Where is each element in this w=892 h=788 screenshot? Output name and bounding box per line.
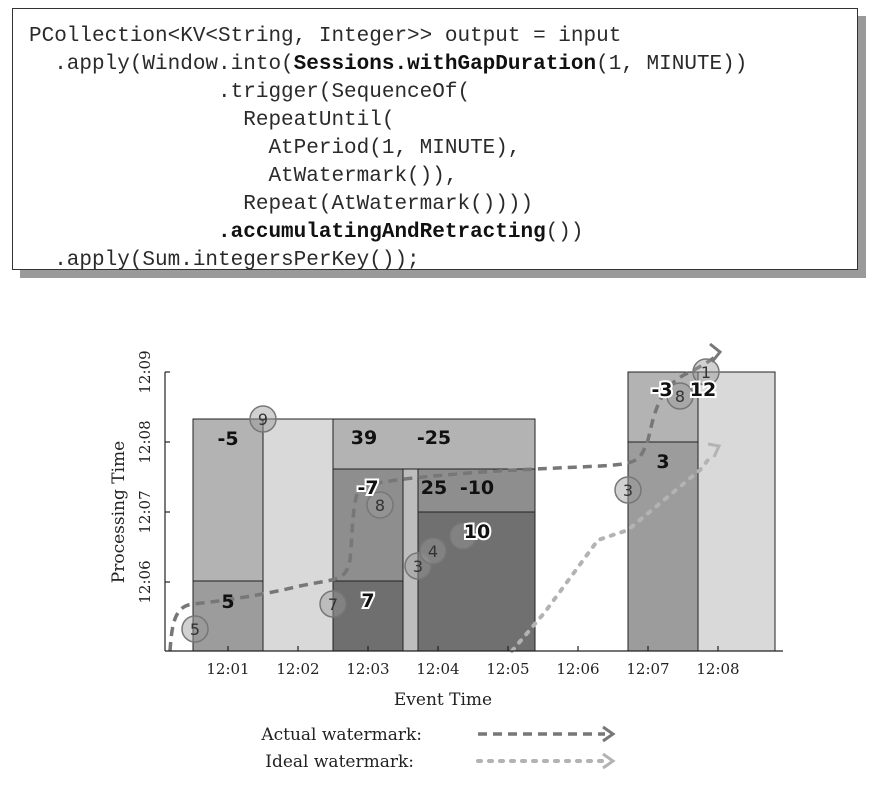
y-axis-title: Processing Time (109, 441, 129, 583)
input-circle-1 (692, 358, 720, 386)
pane-label-10: 10 (464, 521, 490, 543)
y-tick-1208: 12:08 (136, 420, 154, 463)
input-circle-7 (319, 590, 347, 618)
x-tick-1207: 12:07 (626, 660, 669, 678)
legend-actual-label: Actual watermark: (260, 725, 422, 745)
input-label-3a: 3 (413, 557, 423, 576)
ideal-watermark-arrowhead (707, 442, 722, 458)
code-line-2-post: (1, MINUTE)) (596, 53, 748, 76)
code-line-8-bold: .accumulatingAndRetracting (218, 221, 546, 244)
input-label-5: 5 (190, 620, 200, 639)
code-line-2: .apply(Window.into(Sessions.withGapDurat… (29, 51, 747, 79)
pane-session-2-early (332, 580, 404, 652)
pane-label-neg10: -10 (460, 477, 494, 499)
y-tick-1209: 12:09 (136, 350, 154, 393)
input-circle-8b (666, 382, 694, 410)
input-circle-3a (404, 552, 432, 580)
x-tick-1204: 12:04 (416, 660, 459, 678)
input-label-4: 4 (428, 542, 438, 561)
input-label-3b: 3 (623, 481, 633, 500)
x-axis-title: Event Time (394, 690, 492, 710)
code-line-7: Repeat(AtWatermark()))) (29, 193, 534, 216)
input-label-8b: 8 (675, 387, 685, 406)
input-circle-3b (614, 476, 642, 504)
legend-actual-arrowhead (602, 725, 616, 743)
pane-label-5: 5 (221, 591, 234, 613)
y-tick-1206: 12:06 (136, 560, 154, 603)
x-tick-1202: 12:02 (276, 660, 319, 678)
input-label-8: 8 (375, 496, 385, 515)
code-box: PCollection<KV<String, Integer>> output … (12, 8, 858, 272)
pane-label-neg5: -5 (217, 428, 238, 450)
pane-label-12: 12 (690, 379, 716, 401)
pane-label-neg7: -7 (357, 477, 378, 499)
pane-label-7: 7 (361, 590, 374, 612)
legend-ideal-label: Ideal watermark: (265, 752, 414, 772)
code-line-4: RepeatUntil( (29, 109, 395, 132)
actual-watermark-line (168, 355, 717, 652)
code-line-2-pre: .apply(Window.into( (29, 53, 294, 76)
code-line-1: PCollection<KV<String, Integer>> output … (29, 25, 622, 48)
input-circle-9 (249, 405, 277, 433)
x-tick-1205: 12:05 (486, 660, 529, 678)
pane-session-1-early (192, 580, 264, 652)
pane-label-3: 3 (656, 451, 669, 473)
code-snippet: PCollection<KV<String, Integer>> output … (12, 8, 870, 280)
code-line-5: AtPeriod(1, MINUTE), (29, 137, 521, 160)
x-tick-1208: 12:08 (696, 660, 739, 678)
pane-session-4-early (627, 441, 699, 652)
y-tick-1207: 12:07 (136, 490, 154, 533)
x-tick-1206: 12:06 (556, 660, 599, 678)
actual-watermark-arrowhead (709, 342, 723, 363)
pane-label-neg25: -25 (417, 427, 451, 449)
input-label-9: 9 (258, 410, 268, 429)
code-line-3: .trigger(SequenceOf( (29, 81, 471, 104)
input-circle-4 (419, 537, 447, 565)
x-tick-1203: 12:03 (346, 660, 389, 678)
input-circle-10 (449, 522, 477, 550)
code-line-8: .accumulatingAndRetracting()) (29, 219, 584, 247)
ideal-watermark-line (510, 453, 714, 653)
input-label-1: 1 (701, 363, 711, 382)
input-label-7: 7 (328, 595, 338, 614)
pane-label-25: 25 (421, 477, 447, 499)
pane-label-39: 39 (351, 427, 377, 449)
code-line-2-bold: Sessions.withGapDuration (293, 53, 597, 76)
code-line-9: .apply(Sum.integersPerKey()); (29, 249, 420, 272)
input-circle-5 (181, 615, 209, 643)
code-line-8-post: ()) (545, 221, 584, 244)
legend-ideal-arrowhead (602, 752, 616, 770)
x-tick-1201: 12:01 (206, 660, 249, 678)
input-circle-8 (366, 491, 394, 519)
pane-label-neg3: -3 (651, 379, 672, 401)
code-line-6: AtWatermark()), (29, 165, 458, 188)
